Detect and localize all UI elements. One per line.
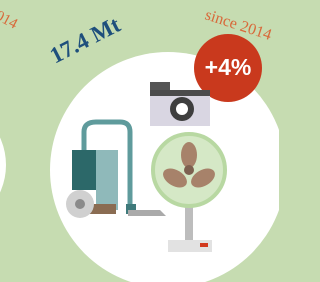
page: 2014 17.4 Mt since 2014 +4% (() => { con… — [0, 0, 279, 282]
vacuum-body-dark — [72, 150, 96, 190]
fan-switch — [200, 243, 208, 247]
vacuum-nozzle — [128, 210, 166, 216]
vacuum-wheel-hub — [75, 199, 85, 209]
camera-top — [150, 82, 170, 90]
camera-band — [150, 90, 210, 96]
fan-hub — [184, 165, 194, 175]
infographic: 2014 17.4 Mt since 2014 +4% — [0, 0, 279, 282]
camera-lens-inner — [176, 103, 188, 115]
vacuum-body-light — [96, 150, 118, 210]
change-text: +4% — [205, 54, 252, 80]
fan-blade — [181, 142, 197, 168]
